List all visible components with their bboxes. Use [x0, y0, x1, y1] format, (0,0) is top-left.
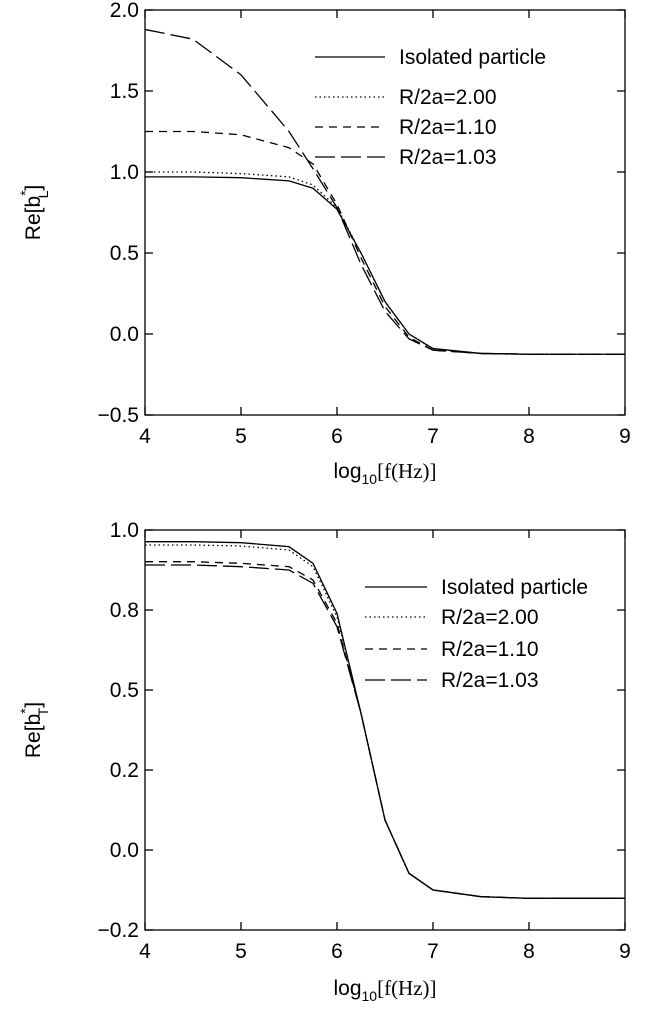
y-tick-label: 0.0	[110, 323, 139, 346]
legend-label: R/2a=2.00	[399, 86, 497, 109]
y-label-sub: T	[35, 707, 51, 716]
x-label-part: [f(Hz)]	[377, 459, 436, 483]
y-tick-label: 0.5	[110, 679, 139, 702]
legend-label: R/2a=2.00	[441, 606, 539, 629]
y-tick-label: 1.0	[110, 161, 139, 184]
y-axis-label: Re[b* T]	[17, 702, 51, 758]
legend-label: R/2a=1.03	[399, 146, 497, 169]
y-axis-label: Re[b* L]	[17, 185, 51, 240]
data-line	[145, 561, 625, 899]
data-line	[145, 176, 625, 355]
x-tick-label: 7	[427, 425, 439, 448]
y-tick-label: 1.0	[110, 519, 139, 542]
x-label-part: log	[333, 977, 361, 1000]
y-label-sub: L	[35, 190, 51, 198]
y-label-sup: *	[17, 708, 33, 714]
subplot: Isolated particle R/2a=2.00 R/2a=1.10 R/2a=…	[17, 519, 631, 1004]
y-label-part: Re[b	[22, 714, 45, 758]
y-tick-label: 0.5	[110, 242, 139, 265]
y-tick-label: −0.2	[98, 919, 139, 942]
data-line	[145, 130, 625, 355]
x-axis-label: log10[f(Hz)]	[333, 459, 436, 487]
y-label-part: ]	[22, 702, 45, 708]
y-tick-label: 2.0	[110, 0, 139, 22]
legend-label: Isolated particle	[441, 576, 588, 599]
plot-frame	[144, 529, 626, 931]
y-tick-label: 0.2	[110, 759, 139, 782]
y-label-sup: *	[17, 190, 33, 196]
x-tick-label: 9	[619, 940, 631, 963]
x-tick-label: 4	[139, 425, 151, 448]
x-label-part: [f(Hz)]	[377, 976, 436, 1000]
x-tick-label: 6	[331, 940, 343, 963]
data-line	[145, 171, 625, 355]
legend-label: R/2a=1.03	[441, 669, 539, 692]
legend-label: R/2a=1.10	[441, 638, 539, 661]
data-line	[144, 28, 625, 355]
y-tick-label: 1.5	[110, 80, 139, 103]
x-tick-label: 5	[235, 940, 247, 963]
x-tick-label: 4	[139, 940, 151, 963]
y-label-part: Re[b	[22, 196, 45, 240]
y-tick-label: −0.5	[98, 404, 139, 427]
x-axis-label: log10[f(Hz)]	[333, 976, 436, 1004]
y-label-part: ]	[22, 185, 45, 191]
legend-label: R/2a=1.10	[399, 116, 497, 139]
x-label-sub: 10	[362, 471, 378, 487]
data-line	[145, 564, 625, 899]
y-tick-label: 0.8	[110, 599, 139, 622]
x-tick-label: 8	[523, 425, 535, 448]
x-tick-label: 7	[427, 940, 439, 963]
legend-label: Isolated particle	[399, 46, 546, 69]
x-label-part: log	[333, 460, 361, 483]
x-tick-label: 6	[331, 425, 343, 448]
x-tick-label: 5	[235, 425, 247, 448]
subplot: Isolated particle R/2a=2.00 R/2a=1.10 R/2a=…	[17, 0, 631, 487]
y-tick-label: 0.0	[110, 839, 139, 862]
x-tick-label: 8	[523, 940, 535, 963]
x-label-sub: 10	[362, 988, 378, 1004]
x-tick-label: 9	[619, 425, 631, 448]
plot-frame	[144, 9, 626, 416]
